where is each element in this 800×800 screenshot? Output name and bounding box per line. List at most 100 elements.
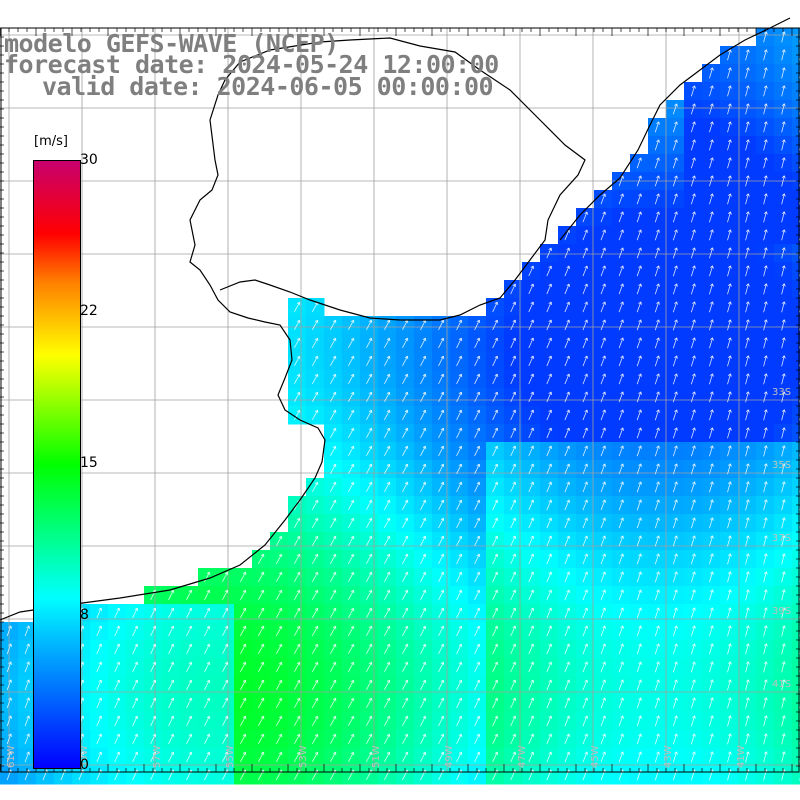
wind-arrow (330, 697, 337, 709)
wind-arrow (330, 625, 337, 637)
wind-arrow (781, 697, 786, 709)
wind-arrow (672, 265, 678, 277)
wind-arrow (132, 697, 139, 709)
wind-arrow (618, 247, 624, 259)
wind-arrow (672, 229, 678, 241)
wind-arrow (546, 247, 553, 259)
wind-arrow (781, 571, 786, 583)
wind-arrow (258, 553, 265, 565)
wind-arrow (781, 49, 786, 61)
wind-arrow (348, 373, 355, 385)
wind-arrow (600, 553, 606, 565)
wind-arrow (384, 445, 391, 457)
wind-arrow (781, 679, 786, 691)
wind-arrow (690, 85, 696, 97)
wind-arrow (600, 373, 606, 385)
wind-arrow (763, 625, 768, 637)
wind-arrow (763, 283, 768, 295)
wind-arrow (114, 625, 121, 637)
wind-arrow (672, 553, 678, 565)
wind-arrow (546, 337, 553, 349)
wind-arrow (456, 337, 463, 349)
colorbar-tick-min: 0 (80, 757, 89, 773)
wind-arrow (294, 715, 301, 727)
wind-arrow (745, 337, 750, 349)
wind-arrow (528, 355, 535, 367)
wind-arrow (24, 715, 30, 727)
wind-arrow (276, 589, 283, 601)
wind-arrow (168, 661, 175, 673)
wind-arrow (727, 391, 732, 403)
wind-arrow (528, 625, 535, 637)
wind-arrow (781, 517, 786, 529)
wind-arrow (618, 211, 624, 223)
wind-arrow (672, 355, 678, 367)
wind-arrow (312, 715, 319, 727)
wind-arrow (294, 535, 301, 547)
wind-arrow (600, 751, 606, 763)
wind-arrow (600, 355, 606, 367)
wind-arrow (402, 607, 409, 619)
wind-arrow (456, 553, 463, 565)
wind-arrow (276, 535, 283, 547)
wind-arrow (96, 715, 103, 727)
wind-arrow (727, 751, 732, 763)
wind-arrow (330, 643, 337, 655)
wind-arrow (348, 337, 355, 349)
wind-arrow (492, 463, 499, 475)
wind-arrow (438, 373, 445, 385)
wind-arrow (636, 175, 642, 187)
wind-arrow (240, 697, 247, 709)
wind-arrow (727, 733, 732, 745)
wind-arrow (763, 481, 768, 493)
wind-arrow (654, 409, 660, 421)
wind-arrow (330, 661, 337, 673)
wind-arrow (132, 733, 139, 745)
wind-arrow (474, 427, 481, 439)
wind-arrow (600, 463, 606, 475)
wind-arrow (384, 517, 391, 529)
wind-arrow (276, 607, 283, 619)
wind-arrow (330, 589, 337, 601)
wind-arrow (96, 679, 103, 691)
wind-arrow (474, 607, 481, 619)
wind-arrow (564, 697, 571, 709)
wind-arrow (366, 463, 373, 475)
wind-arrow (366, 409, 373, 421)
wind-arrow (709, 85, 714, 97)
wind-arrow (781, 733, 786, 745)
wind-arrow (672, 625, 678, 637)
wind-arrow (330, 355, 337, 367)
wind-arrow (690, 121, 696, 133)
wind-arrow (258, 715, 265, 727)
wind-arrow (709, 265, 714, 277)
wind-arrow (474, 445, 481, 457)
wind-arrow (618, 301, 624, 313)
colorbar (33, 160, 81, 769)
wind-arrow (654, 157, 660, 169)
wind-arrow (366, 733, 373, 745)
wind-arrow (402, 571, 409, 583)
wind-arrow (546, 553, 553, 565)
wind-arrow (420, 481, 427, 493)
wind-arrow (348, 319, 355, 331)
title-model: modelo GEFS-WAVE (NCEP) (4, 29, 339, 58)
wind-arrow (402, 643, 409, 655)
wind-arrow (636, 733, 642, 745)
wind-arrow (348, 589, 355, 601)
wind-arrow (510, 463, 517, 475)
wind-arrow (456, 589, 463, 601)
wind-arrow (690, 355, 696, 367)
wind-arrow (348, 751, 355, 763)
wind-arrow (745, 121, 750, 133)
colorbar-tick-max: 30 (80, 152, 98, 168)
wind-arrow (745, 301, 750, 313)
lat-lon-grid (0, 28, 800, 772)
wind-arrow (546, 373, 553, 385)
wind-arrow (690, 409, 696, 421)
wind-arrow (438, 697, 445, 709)
wind-arrow (600, 409, 606, 421)
wind-arrow (456, 661, 463, 673)
wind-arrow (636, 571, 642, 583)
wind-arrow (294, 409, 301, 421)
